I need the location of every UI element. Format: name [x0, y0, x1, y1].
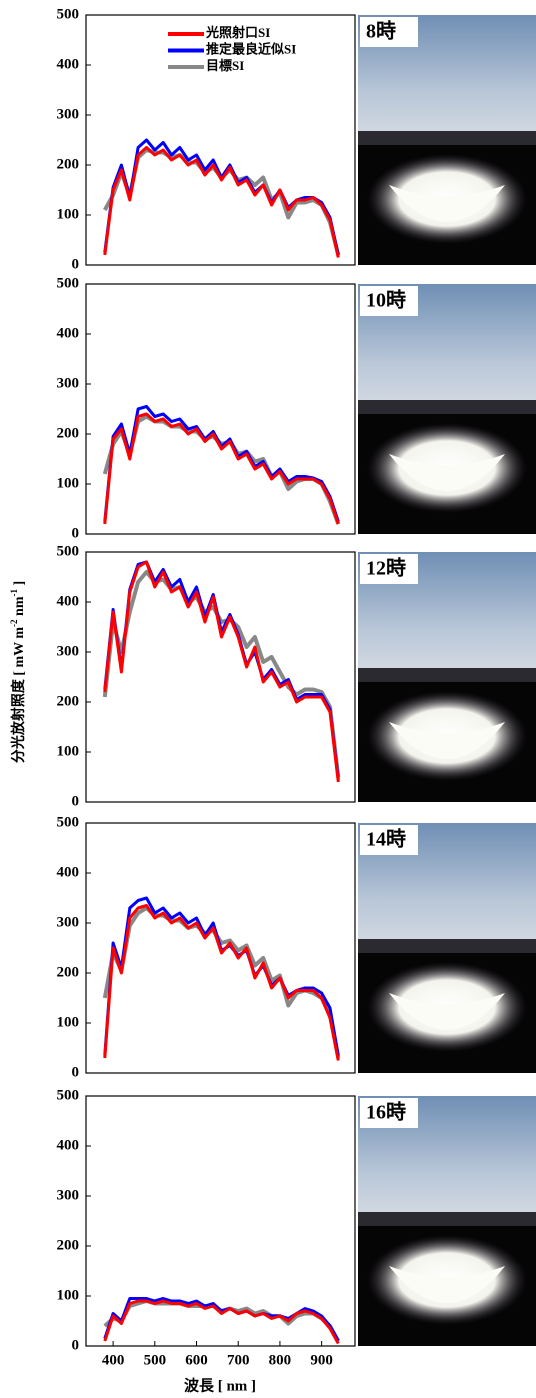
series-line [103, 1299, 340, 1345]
y-tick-label: 300 [57, 375, 80, 391]
photo-crescent [389, 722, 505, 759]
y-tick-label: 300 [57, 643, 80, 659]
x-axis-label: 波長 [ nm ] [184, 1376, 256, 1394]
series-line [103, 560, 340, 783]
photo-crescent [389, 1266, 505, 1303]
photo-skyline [358, 131, 536, 145]
series-line [103, 148, 341, 256]
y-tick-label: 400 [57, 864, 80, 880]
y-tick-label: 400 [57, 593, 80, 609]
x-tick-label: 800 [269, 1352, 292, 1368]
y-tick-label: 500 [57, 814, 80, 830]
y-tick-label: 100 [57, 1014, 80, 1030]
photo-crescent [389, 993, 505, 1030]
series-line [103, 560, 340, 780]
photo-label-box [360, 825, 418, 855]
y-tick-label: 500 [57, 6, 80, 22]
y-tick-label: 200 [57, 1237, 80, 1253]
y-tick-label: 400 [57, 325, 80, 341]
series-line [102, 906, 341, 1059]
x-tick-label: 700 [227, 1352, 250, 1368]
y-tick-label: 400 [57, 56, 80, 72]
series-line [103, 896, 340, 1056]
y-tick-label: 300 [57, 1187, 80, 1203]
y-tick-label: 500 [57, 1087, 80, 1103]
y-tick-label: 400 [57, 1137, 80, 1153]
y-tick-label: 500 [57, 543, 80, 559]
plot-frame [85, 283, 356, 535]
series-line [103, 412, 340, 525]
y-tick-label: 200 [57, 156, 80, 172]
y-tick-label: 0 [72, 525, 80, 541]
y-tick-label: 200 [57, 964, 80, 980]
photo-label-box [360, 554, 418, 584]
series-line [103, 146, 340, 258]
y-tick-label: 0 [72, 1337, 80, 1353]
x-tick-label: 400 [102, 1352, 125, 1368]
y-axis-label: 分光放射照度 [ mW m-2 nm-1 ] [9, 581, 27, 763]
y-tick-label: 500 [57, 275, 80, 291]
series-line [103, 1299, 341, 1342]
legend-label: 光照射口SI [205, 25, 270, 40]
y-label-sup: -2 [9, 619, 19, 627]
y-tick-label: 100 [57, 1287, 80, 1303]
x-tick-label: 900 [310, 1352, 333, 1368]
plot-frame [85, 14, 356, 266]
photo-skyline [358, 668, 536, 682]
time-label: 8時 [366, 19, 396, 43]
photo-label-box [360, 286, 418, 316]
y-tick-label: 200 [57, 425, 80, 441]
series-line [103, 904, 340, 1061]
y-label-part: nm [12, 596, 27, 619]
y-label-part: ] [12, 581, 27, 589]
series-line [102, 570, 341, 778]
legend-label: 推定最良近似SI [206, 41, 296, 56]
photo-label-box [360, 17, 418, 47]
plot-frame [85, 551, 356, 803]
x-tick-label: 500 [144, 1352, 167, 1368]
y-tick-label: 0 [72, 1064, 80, 1080]
plot-frame [85, 1095, 356, 1347]
y-tick-label: 100 [57, 206, 80, 222]
legend-label: 目標SI [206, 58, 244, 73]
x-tick-label: 600 [185, 1352, 208, 1368]
plot-frame [85, 822, 356, 1074]
photo-skyline [358, 1212, 536, 1226]
y-label-sup: -1 [9, 588, 19, 596]
time-label: 10時 [366, 288, 406, 312]
y-tick-label: 100 [57, 475, 80, 491]
photo-crescent [389, 454, 505, 491]
time-label: 12時 [366, 556, 406, 580]
y-tick-label: 200 [57, 693, 80, 709]
series-line [103, 405, 340, 522]
y-tick-label: 0 [72, 793, 80, 809]
y-label-part: 分光放射照度 [ mW m [10, 627, 27, 764]
photo-skyline [358, 939, 536, 953]
series-line [102, 414, 341, 525]
time-label: 14時 [366, 827, 406, 851]
y-tick-label: 0 [72, 256, 80, 272]
photo-skyline [358, 400, 536, 414]
y-tick-label: 300 [57, 106, 80, 122]
photo-label-box [360, 1098, 418, 1128]
y-tick-label: 300 [57, 914, 80, 930]
y-tick-label: 100 [57, 743, 80, 759]
photo-crescent [389, 185, 505, 222]
time-label: 16時 [366, 1100, 406, 1124]
